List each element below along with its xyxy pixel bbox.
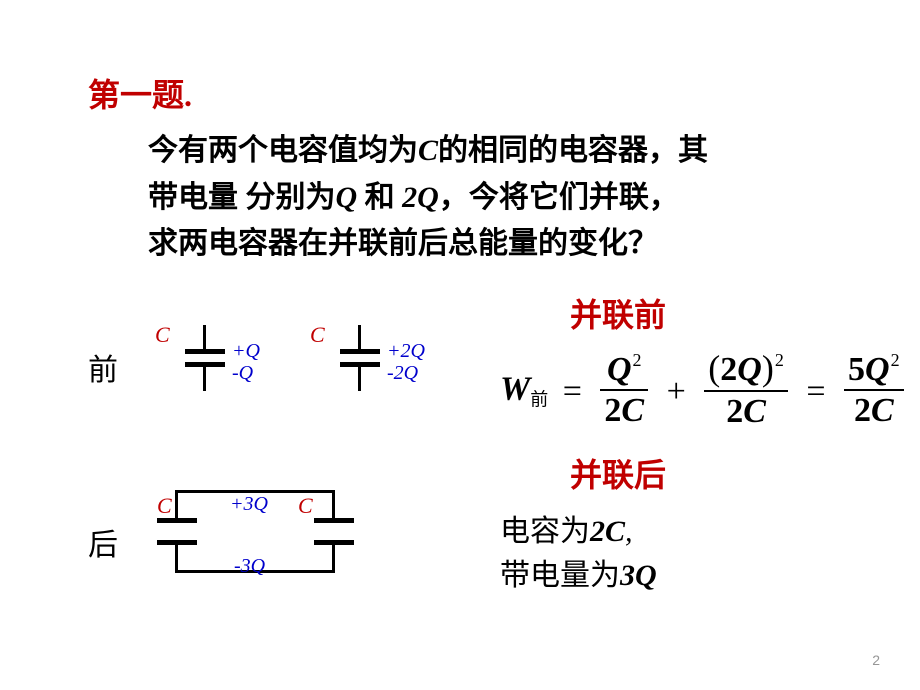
problem-text-2b: ，今将它们并联， xyxy=(439,181,679,214)
eq-W: W xyxy=(500,371,530,408)
cap-after-1-plate-bot xyxy=(157,540,197,545)
frac1-dc: C xyxy=(621,392,644,429)
eq-plus: + xyxy=(667,373,686,410)
cap-after-2-plate-bot xyxy=(314,540,354,545)
cap-c-label-1: C xyxy=(155,322,170,348)
eq-eq2: = xyxy=(806,373,825,410)
charge-pq: +Q xyxy=(232,340,260,363)
result-2a: 带电量为 xyxy=(500,559,620,592)
result-3q: 3Q xyxy=(620,559,657,592)
charge-m3q: -3Q xyxy=(234,555,265,578)
wire-left-top xyxy=(175,490,178,518)
page-number: 2 xyxy=(872,652,880,668)
cap-c-label-2: C xyxy=(310,322,325,348)
cap-after-2-plate-top xyxy=(314,518,354,523)
result-2c: 2C xyxy=(590,515,625,548)
frac2-sq: 2 xyxy=(775,350,784,370)
frac-1: Q2 2C xyxy=(600,351,648,429)
eq-sub: 前 xyxy=(530,390,548,410)
frac3-d2: 2 xyxy=(854,392,871,429)
charge-p2q: +2Q xyxy=(387,340,425,363)
wire-right-top xyxy=(332,490,335,518)
frac-2: (2Q)2 2C xyxy=(704,350,788,429)
frac3-n5: 5 xyxy=(848,351,865,388)
charge-mq: -Q xyxy=(232,362,253,385)
energy-equation-before: W前 = Q2 2C + (2Q)2 2C = 5Q2 2C xyxy=(500,352,908,431)
eq-eq1: = xyxy=(563,373,582,410)
result-1a: 电容为 xyxy=(500,515,590,548)
heading-after: 并联后 xyxy=(570,450,666,496)
frac3-dc: C xyxy=(871,392,894,429)
problem-var-c: C xyxy=(418,134,438,167)
wire-right-bot xyxy=(332,545,335,573)
problem-text-2a: 带电量 分别为 xyxy=(148,181,336,214)
label-after: 后 xyxy=(88,520,118,564)
problem-var-q: Q xyxy=(336,181,358,214)
problem-var-2q: 2Q xyxy=(402,181,439,214)
frac2-q: Q xyxy=(737,351,762,388)
frac2-dc: C xyxy=(743,393,766,430)
problem-text-1: 今有两个电容值均为 xyxy=(148,134,418,167)
frac1-d2: 2 xyxy=(604,392,621,429)
frac2-n2: 2 xyxy=(720,351,737,388)
result-after: 电容为2C, 带电量为3Q xyxy=(500,510,657,597)
frac2-rp: ) xyxy=(762,348,774,388)
result-comma: , xyxy=(625,515,633,548)
frac3-sq: 2 xyxy=(891,350,900,370)
problem-text-3: 求两电容器在并联前后总能量的变化？ xyxy=(148,227,658,260)
charge-p3q: +3Q xyxy=(230,493,268,516)
cap-c-label-4: C xyxy=(298,493,313,519)
heading-before: 并联前 xyxy=(570,290,666,336)
frac3-q: Q xyxy=(865,351,890,388)
frac-3: 5Q2 2C xyxy=(844,351,904,429)
problem-title: 第一题. xyxy=(88,70,192,116)
frac2-lp: ( xyxy=(708,348,720,388)
frac2-d2: 2 xyxy=(726,393,743,430)
wire-left-bot xyxy=(175,545,178,573)
label-before: 前 xyxy=(88,345,118,389)
problem-statement: 今有两个电容值均为C的相同的电容器，其 带电量 分别为Q 和 2Q，今将它们并联… xyxy=(148,128,848,268)
charge-m2q: -2Q xyxy=(387,362,418,385)
problem-text-1b: 的相同的电容器，其 xyxy=(438,134,708,167)
frac1-sq: 2 xyxy=(633,350,642,370)
frac1-q: Q xyxy=(607,351,632,388)
problem-and: 和 xyxy=(365,181,403,214)
cap-c-label-3: C xyxy=(157,493,172,519)
